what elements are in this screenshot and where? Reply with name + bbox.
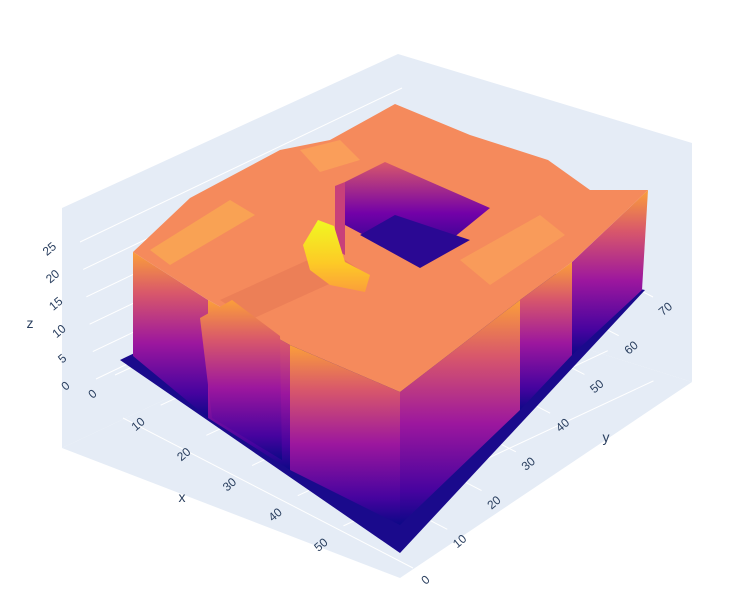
z-tick-label: 25 — [40, 239, 59, 259]
surface-wall-front — [290, 345, 400, 525]
y-axis-title: y — [603, 429, 610, 445]
x-axis-title: x — [179, 489, 186, 505]
z-axis-title: z — [27, 315, 34, 331]
surface-peak — [303, 220, 370, 292]
surface-highlight-3 — [150, 200, 255, 265]
surface-notch-wall — [200, 300, 282, 460]
courtyard-inner-wall-left — [335, 182, 345, 255]
z-tick-label: 20 — [43, 266, 62, 286]
y-grid-line — [122, 417, 414, 569]
courtyard-floor — [360, 215, 470, 268]
surface-wall-notch — [572, 190, 648, 355]
surface-wall-right-far — [520, 262, 572, 410]
y-tick-label: 0 — [418, 572, 432, 587]
surface-highlight-1 — [300, 140, 360, 172]
z-grid-line — [79, 87, 403, 243]
surface-highlight-2 — [460, 215, 565, 285]
surface-wall-left — [133, 252, 208, 418]
surface-wall-right — [400, 300, 520, 525]
